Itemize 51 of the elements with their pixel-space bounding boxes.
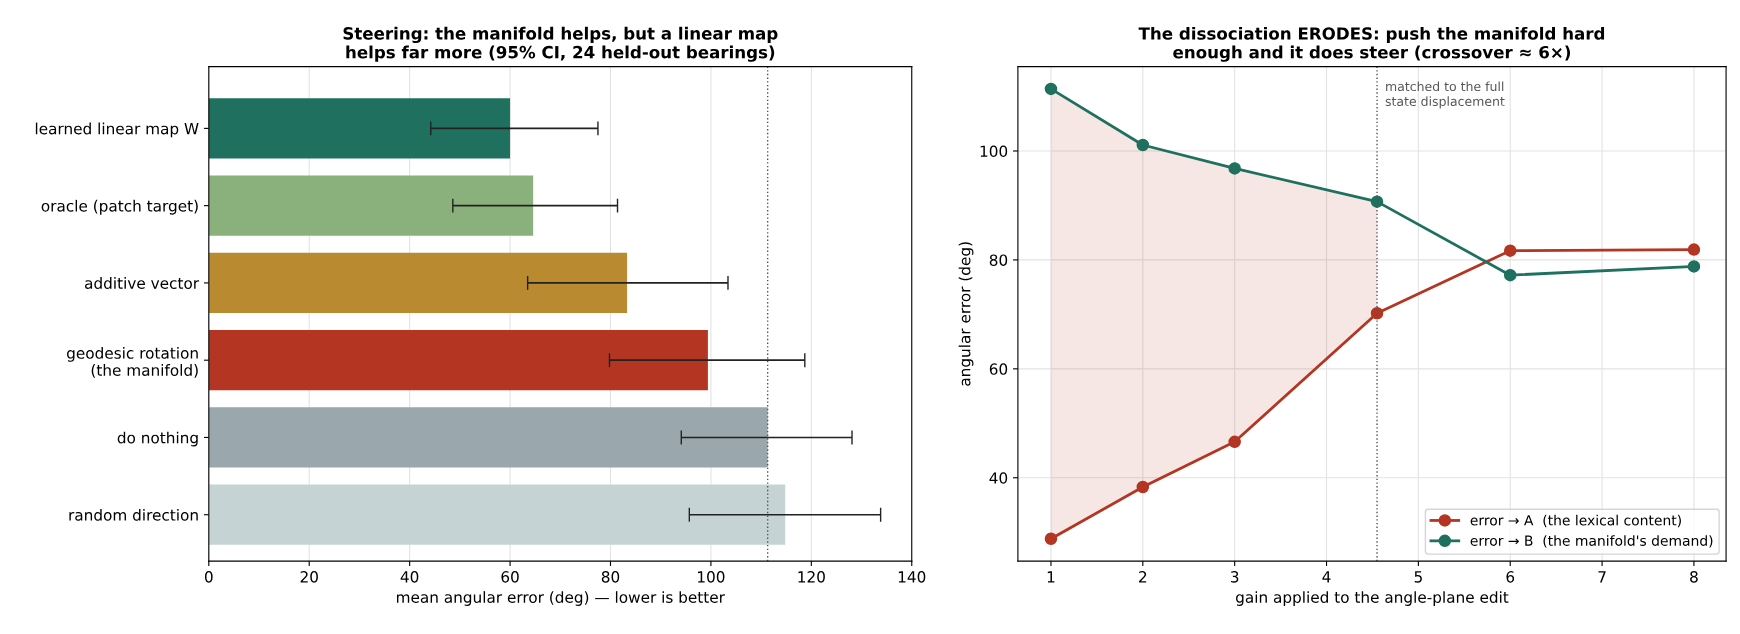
legend-label: error → B (the manifold's demand) <box>1470 535 1713 548</box>
point <box>1044 82 1058 96</box>
y-tick-label: random direction <box>69 508 198 521</box>
y-tick-label: do nothing <box>117 431 198 447</box>
x-tick-label: 2 <box>1139 571 1147 583</box>
y-tick-label: learned linear map W <box>35 122 199 138</box>
bar <box>208 484 786 545</box>
chart-title: Steering: the manifold helps, but a linear map helps far more (95% CI, 24 held-out bearings) <box>343 26 778 62</box>
point <box>1136 480 1150 494</box>
point <box>1044 532 1058 546</box>
y-tick-label: geodesic rotation (the manifold) <box>67 346 198 378</box>
y-tick-label: 100 <box>980 145 1008 158</box>
ref-line-label: matched to the full state displacement <box>1385 81 1505 109</box>
x-tick-label: 0 <box>204 571 213 583</box>
bar <box>208 175 534 236</box>
y-tick-label: 60 <box>989 363 1008 375</box>
chart-title: The dissociation ERODES: push the manifold hard enough and it does steer (crossover ≈ 6×) <box>1138 26 1605 62</box>
x-tick-label: 20 <box>300 571 318 583</box>
point <box>1228 162 1241 175</box>
x-tick-label: 60 <box>501 571 519 583</box>
x-tick-label: 8 <box>1690 571 1698 583</box>
x-tick-label: 1 <box>1047 571 1055 583</box>
legend-label: error → A (the lexical content) <box>1470 514 1681 528</box>
x-tick-label: 120 <box>798 571 825 583</box>
bar <box>208 98 511 159</box>
bar <box>208 252 628 314</box>
y-tick-label: 80 <box>989 254 1008 266</box>
point <box>1687 260 1701 273</box>
bar <box>208 330 708 391</box>
point <box>1503 268 1517 282</box>
y-axis-title: angular error (deg) <box>958 242 974 386</box>
bar <box>208 407 768 468</box>
point <box>1228 435 1241 449</box>
x-tick-label: 5 <box>1414 571 1422 583</box>
y-tick-label: additive vector <box>85 277 200 289</box>
point <box>1370 307 1384 320</box>
x-axis-title: mean angular error (deg) — lower is better <box>397 591 725 606</box>
y-tick-label: 40 <box>989 472 1008 484</box>
x-axis-title: gain applied to the angle-plane edit <box>1236 591 1509 606</box>
point <box>1136 138 1150 152</box>
x-tick-label: 140 <box>898 571 926 583</box>
y-tick-label: oracle (patch target) <box>41 199 198 215</box>
x-tick-label: 6 <box>1506 571 1515 583</box>
x-tick-label: 4 <box>1322 571 1331 583</box>
point <box>1687 243 1701 256</box>
x-tick-label: 3 <box>1230 571 1239 583</box>
x-tick-label: 80 <box>601 571 620 583</box>
point <box>1503 244 1517 257</box>
x-tick-label: 100 <box>698 571 725 583</box>
x-tick-label: 40 <box>400 571 419 583</box>
x-tick-label: 7 <box>1598 571 1606 583</box>
